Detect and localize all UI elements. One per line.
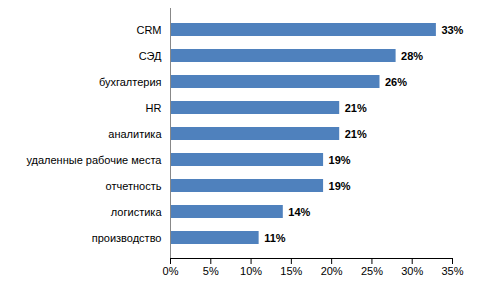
svg-text:26%: 26% xyxy=(385,76,407,88)
svg-text:35%: 35% xyxy=(441,265,463,277)
svg-text:отчетность: отчетность xyxy=(106,180,162,192)
svg-text:20%: 20% xyxy=(321,265,343,277)
svg-text:11%: 11% xyxy=(264,232,286,244)
svg-text:14%: 14% xyxy=(288,206,310,218)
svg-text:21%: 21% xyxy=(345,102,367,114)
svg-text:производство: производство xyxy=(92,232,162,244)
svg-text:аналитика: аналитика xyxy=(108,128,162,140)
svg-text:19%: 19% xyxy=(329,154,351,166)
svg-text:28%: 28% xyxy=(401,50,423,62)
svg-text:30%: 30% xyxy=(401,265,423,277)
svg-text:логистика: логистика xyxy=(111,206,163,218)
svg-text:СЭД: СЭД xyxy=(139,50,162,62)
svg-text:33%: 33% xyxy=(441,24,463,36)
svg-text:21%: 21% xyxy=(345,128,367,140)
svg-text:5%: 5% xyxy=(203,265,219,277)
svg-text:15%: 15% xyxy=(280,265,302,277)
svg-text:бухгалтерия: бухгалтерия xyxy=(99,76,162,88)
svg-text:25%: 25% xyxy=(361,265,383,277)
svg-text:CRM: CRM xyxy=(136,24,161,36)
svg-text:HR: HR xyxy=(146,102,162,114)
svg-text:10%: 10% xyxy=(240,265,262,277)
svg-text:0%: 0% xyxy=(163,265,179,277)
svg-text:19%: 19% xyxy=(329,180,351,192)
svg-text:удаленные рабочие места: удаленные рабочие места xyxy=(26,154,162,166)
